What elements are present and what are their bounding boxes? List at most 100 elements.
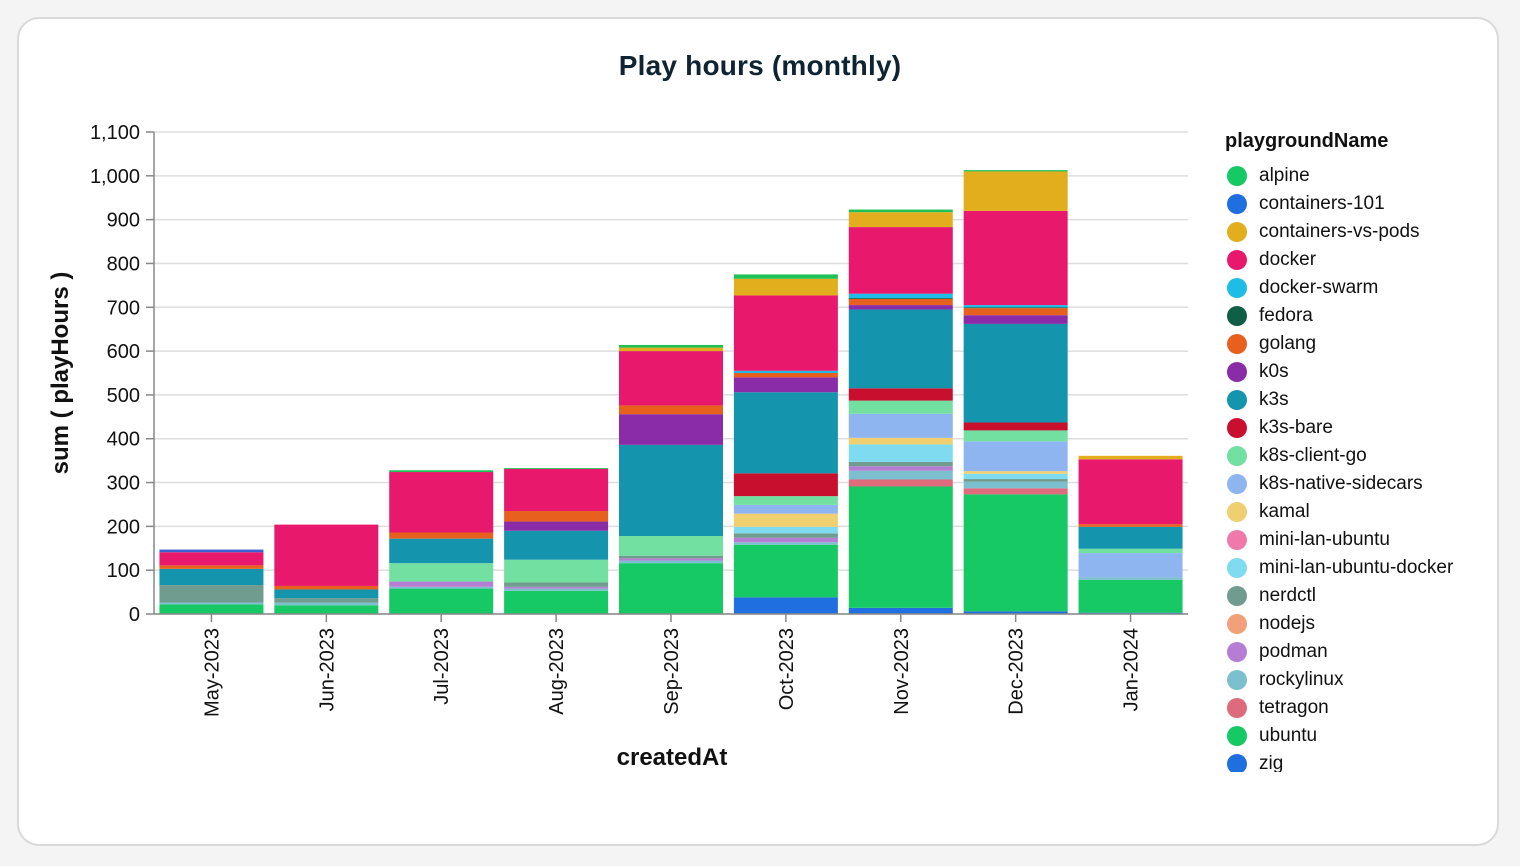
legend-swatch	[1227, 502, 1247, 522]
bar-segment-k8s-native-sidecars	[848, 413, 953, 438]
bar-segment-zig	[848, 607, 953, 614]
bar-segment-k8s-client-go	[733, 496, 838, 505]
bar-segment-golang	[159, 565, 264, 569]
bar-segment-containers-vs-pods	[733, 278, 838, 296]
legend-swatch	[1227, 614, 1247, 634]
bar-segment-podman	[733, 537, 838, 543]
bar-segment-k8s-client-go	[619, 536, 723, 556]
bar-segment-k8s-native-sidecars	[1078, 553, 1183, 578]
bar-segment-k3s	[1078, 526, 1183, 549]
legend-swatch	[1227, 586, 1247, 606]
legend-swatch	[1227, 754, 1247, 772]
legend-item-golang[interactable]: golang	[1225, 330, 1515, 358]
legend-item-nodejs[interactable]: nodejs	[1225, 610, 1515, 638]
x-tick-label: Dec-2023	[1006, 628, 1028, 715]
legend-label: nerdctl	[1259, 585, 1317, 606]
bar-segment-rockylinux	[389, 586, 494, 589]
legend-item-containers-101[interactable]: containers-101	[1225, 190, 1515, 218]
chart-title: Play hours (monthly)	[618, 50, 902, 81]
legend-item-ubuntu[interactable]: ubuntu	[1225, 722, 1515, 750]
bar-segment-docker-swarm	[733, 370, 838, 373]
legend-label: mini-lan-ubuntu-docker	[1259, 557, 1454, 578]
bar-segment-rockylinux	[619, 560, 723, 564]
y-tick-label: 600	[107, 341, 140, 363]
legend-label: k3s	[1259, 389, 1289, 410]
legend-swatch	[1227, 670, 1247, 690]
bar-segment-podman	[389, 581, 494, 587]
bar-segment-rockylinux	[274, 602, 379, 606]
bar-segment-alpine	[619, 344, 723, 348]
legend-item-k3s-bare[interactable]: k3s-bare	[1225, 414, 1515, 442]
legend-label: ubuntu	[1259, 725, 1318, 746]
x-axis-label: createdAt	[617, 744, 728, 771]
bar-segment-k8s-client-go	[1078, 548, 1183, 554]
bars	[159, 170, 1183, 614]
bar-segment-podman	[848, 466, 953, 471]
legend-item-docker[interactable]: docker	[1225, 246, 1515, 274]
legend-item-mini-lan-ubuntu[interactable]: mini-lan-ubuntu	[1225, 526, 1515, 554]
bar-segment-docker	[274, 524, 379, 586]
bar-segment-mini-lan-ubuntu-docker	[733, 526, 838, 534]
bar-segment-docker	[733, 295, 838, 371]
legend-item-fedora[interactable]: fedora	[1225, 302, 1515, 330]
legend-item-mini-lan-ubuntu-docker[interactable]: mini-lan-ubuntu-docker	[1225, 554, 1515, 582]
legend-item-zig[interactable]: zig	[1225, 750, 1515, 772]
bar-segment-containers-vs-pods	[619, 347, 723, 352]
bar-segment-ubuntu	[848, 486, 953, 608]
bar-segment-k3s-bare	[733, 473, 838, 497]
legend-swatch	[1227, 306, 1247, 326]
bar-segment-nerdctl	[619, 555, 723, 559]
bar-segment-nerdctl	[963, 479, 1068, 482]
x-tick-label: Jan-2024	[1121, 628, 1143, 711]
legend-item-k8s-native-sidecars[interactable]: k8s-native-sidecars	[1225, 470, 1515, 498]
y-tick-label: 200	[107, 516, 140, 538]
legend-item-podman[interactable]: podman	[1225, 638, 1515, 666]
legend-item-docker-swarm[interactable]: docker-swarm	[1225, 274, 1515, 302]
y-axis-label: sum ( playHours )	[47, 272, 74, 475]
legend-swatch	[1227, 222, 1247, 242]
bar-segment-rockylinux	[159, 602, 264, 605]
legend-item-tetragon[interactable]: tetragon	[1225, 694, 1515, 722]
legend-swatch	[1227, 390, 1247, 410]
bar-segment-alpine	[504, 468, 609, 469]
legend-item-k3s[interactable]: k3s	[1225, 386, 1515, 414]
y-tick-label: 900	[107, 210, 140, 232]
bar-segment-k3s	[389, 538, 494, 564]
legend-swatch	[1227, 250, 1247, 270]
y-tick-label: 300	[107, 473, 140, 495]
bar-segment-k8s-client-go	[504, 559, 609, 583]
legend-swatch	[1227, 474, 1247, 494]
legend-item-rockylinux[interactable]: rockylinux	[1225, 666, 1515, 694]
legend-title: playgroundName	[1225, 130, 1389, 152]
legend-item-k8s-client-go[interactable]: k8s-client-go	[1225, 442, 1515, 470]
legend-label: rockylinux	[1259, 669, 1344, 690]
bar-segment-k3s-bare	[963, 422, 1068, 431]
legend-item-alpine[interactable]: alpine	[1225, 162, 1515, 190]
legend-item-nerdctl[interactable]: nerdctl	[1225, 582, 1515, 610]
x-tick-label: Oct-2023	[776, 628, 798, 710]
bar-segment-nerdctl	[159, 585, 264, 603]
bar-segment-ubuntu	[389, 588, 494, 614]
bar-segment-k3s	[274, 589, 379, 599]
legend-item-kamal[interactable]: kamal	[1225, 498, 1515, 526]
legend-item-containers-vs-pods[interactable]: containers-vs-pods	[1225, 218, 1515, 246]
bar-segment-golang	[274, 585, 379, 590]
bar-segment-zig	[733, 597, 838, 614]
bar-segment-k8s-client-go	[848, 400, 953, 414]
bar-segment-rockylinux	[848, 470, 953, 480]
bar-segment-golang	[963, 308, 1068, 316]
bar-segment-alpine	[963, 170, 1068, 172]
legend-label: golang	[1259, 333, 1317, 354]
x-tick-label: Sep-2023	[661, 628, 683, 715]
bar-segment-k3s	[159, 568, 264, 586]
bar-segment-ubuntu	[504, 590, 609, 614]
y-tick-label: 1,100	[90, 122, 140, 144]
bar-segment-alpine	[389, 470, 494, 473]
legend-item-k0s[interactable]: k0s	[1225, 358, 1515, 386]
legend-label: nodejs	[1259, 613, 1315, 634]
bar-segment-fedora	[848, 298, 953, 299]
bar-segment-podman	[619, 558, 723, 561]
bar-segment-alpine	[848, 209, 953, 213]
x-tick-label: Jun-2023	[316, 628, 338, 711]
